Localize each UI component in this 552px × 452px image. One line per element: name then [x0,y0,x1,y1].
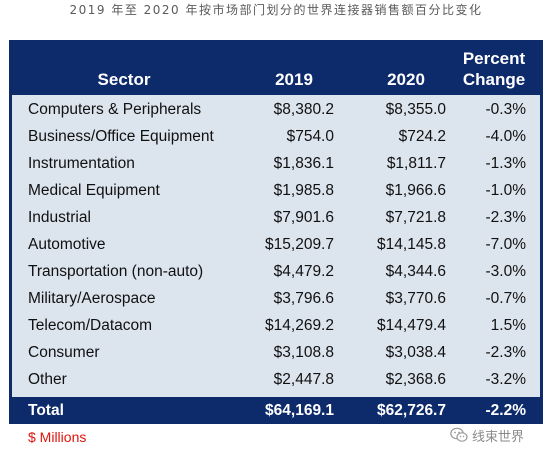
cell-2019: $15,209.7 [265,236,334,253]
header-2019: 2019 [275,70,313,89]
cell-2020: $7,721.8 [385,209,446,226]
cell-2020: $8,355.0 [385,101,446,118]
cell-2020: $724.2 [398,128,446,145]
cell-2019: $8,380.2 [273,101,334,118]
sales-table: Sector 2019 2020 Percent Change Computer… [9,40,543,424]
cell-percent-change: -4.0% [485,128,527,145]
cell-sector: Industrial [28,209,91,226]
table-row: Automotive $15,209.7 $14,145.8 -7.0% [12,231,540,258]
cell-2020: $2,368.6 [385,371,446,388]
wechat-icon [450,427,468,442]
table-row: Other $2,447.8 $2,368.6 -3.2% [12,366,540,393]
header-percent-change: Percent Change [449,48,539,90]
cell-percent-change: -1.3% [485,155,527,172]
cell-sector: Transportation (non-auto) [28,263,204,280]
cell-2019: $7,901.6 [273,209,334,226]
cell-percent-change: -2.3% [485,344,527,361]
table-row: Computers & Peripherals $8,380.2 $8,355.… [12,96,540,123]
watermark-text: 线束世界 [472,429,525,445]
cell-percent-change: -0.7% [485,290,527,307]
cell-2019: $14,269.2 [265,317,334,334]
table-row: Telecom/Datacom $14,269.2 $14,479.4 1.5% [12,312,540,339]
cell-sector: Telecom/Datacom [28,317,153,334]
units-footnote: $ Millions [28,429,87,445]
cell-sector: Computers & Peripherals [28,101,202,118]
table-row: Business/Office Equipment $754.0 $724.2 … [12,123,540,150]
table-caption: 2019 年至 2020 年按市场部门划分的世界连接器销售额百分比变化 [69,3,483,17]
cell-2019: $4,479.2 [273,263,334,280]
total-2019: $64,169.1 [265,402,334,419]
cell-sector: Military/Aerospace [28,290,156,307]
cell-2019: $3,796.6 [273,290,334,307]
total-percent-change: -2.2% [485,402,527,419]
cell-2020: $14,479.4 [377,317,446,334]
cell-2020: $3,770.6 [385,290,446,307]
cell-2019: $1,836.1 [273,155,334,172]
table-row: Instrumentation $1,836.1 $1,811.7 -1.3% [12,150,540,177]
cell-percent-change: -3.0% [485,263,527,280]
watermark: 线束世界 [450,424,524,446]
cell-sector: Medical Equipment [28,182,160,199]
total-row: Total $64,169.1 $62,726.7 -2.2% [9,397,543,424]
header-sector: Sector [97,70,151,89]
table-row: Medical Equipment $1,985.8 $1,966.6 -1.0… [12,177,540,204]
cell-2020: $4,344.6 [385,263,446,280]
cell-2019: $754.0 [286,128,334,145]
cell-percent-change: -7.0% [485,236,527,253]
cell-2020: $1,966.6 [385,182,446,199]
header-percent-line1: Percent [462,49,526,68]
cell-percent-change: -2.3% [485,209,527,226]
table-header: Sector 2019 2020 Percent Change [9,40,543,95]
cell-2019: $3,108.8 [273,344,334,361]
cell-sector: Consumer [28,344,100,361]
cell-sector: Automotive [28,236,106,253]
table-row: Military/Aerospace $3,796.6 $3,770.6 -0.… [12,285,540,312]
cell-percent-change: -0.3% [485,101,527,118]
header-percent-line2: Change [462,70,526,89]
cell-percent-change: -3.2% [485,371,527,388]
cell-2020: $1,811.7 [386,155,446,172]
table-row: Industrial $7,901.6 $7,721.8 -2.3% [12,204,540,231]
cell-sector: Instrumentation [28,155,135,172]
cell-2020: $3,038.4 [385,344,446,361]
total-2020: $62,726.7 [377,402,446,419]
table-row: Consumer $3,108.8 $3,038.4 -2.3% [12,339,540,366]
table-body: Computers & Peripherals $8,380.2 $8,355.… [12,95,540,397]
cell-2020: $14,145.8 [377,236,446,253]
cell-2019: $2,447.8 [273,371,334,388]
total-label: Total [28,402,64,419]
table-row: Transportation (non-auto) $4,479.2 $4,34… [12,258,540,285]
header-2020: 2020 [387,70,425,89]
cell-percent-change: -1.0% [485,182,527,199]
cell-sector: Other [28,371,67,388]
cell-2019: $1,985.8 [273,182,334,199]
cell-sector: Business/Office Equipment [28,128,214,145]
cell-percent-change: 1.5% [490,317,526,334]
